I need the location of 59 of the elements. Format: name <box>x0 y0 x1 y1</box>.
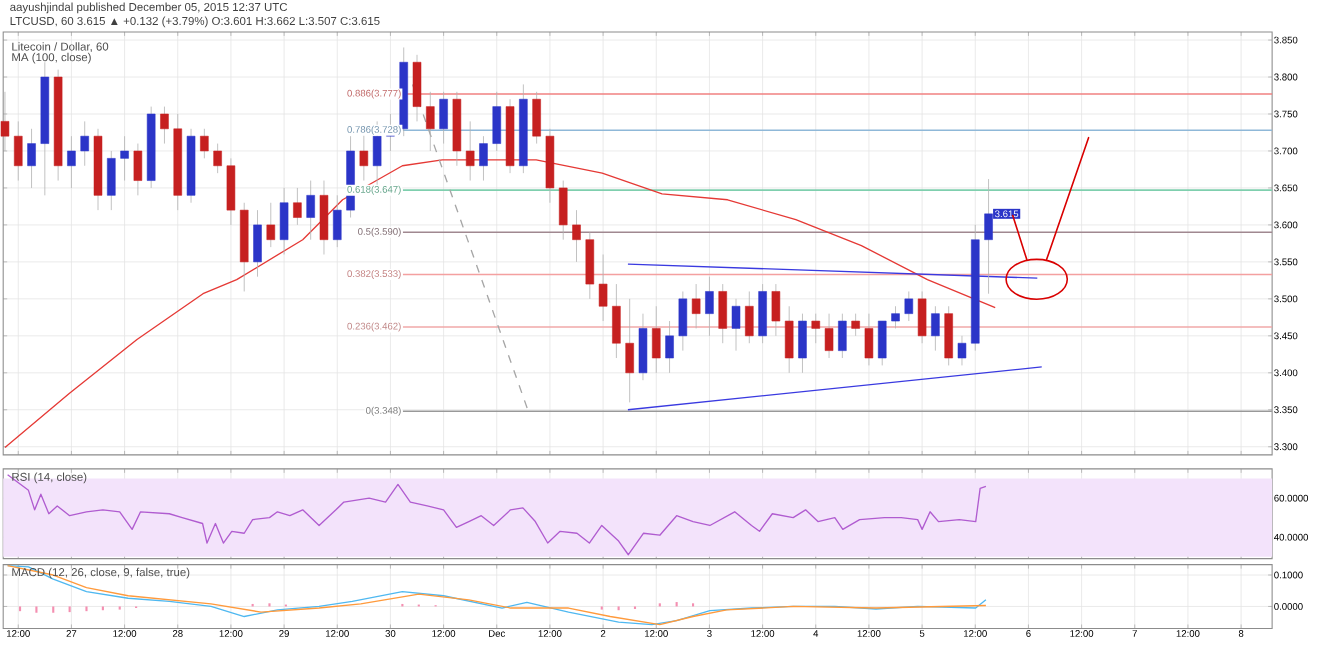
candlestick <box>864 313 874 366</box>
candlestick <box>652 305 661 374</box>
candlestick <box>612 283 621 359</box>
candlestick <box>27 128 36 189</box>
candlestick <box>598 253 608 322</box>
candlestick <box>333 194 342 248</box>
candlestick <box>253 209 262 277</box>
candlestick <box>492 91 502 152</box>
candlestick <box>625 298 634 403</box>
candlestick <box>213 142 222 174</box>
candlestick <box>678 290 688 351</box>
candlestick <box>811 313 821 344</box>
candlestick <box>957 335 967 366</box>
line-series <box>4 158 996 448</box>
candlestick <box>120 135 129 181</box>
candlestick <box>412 54 422 122</box>
candlestick <box>705 276 714 337</box>
candlestick <box>798 313 807 374</box>
candlestick <box>465 120 475 181</box>
candlestick <box>0 91 10 152</box>
candlestick <box>931 305 940 351</box>
candlestick <box>479 135 488 181</box>
candlestick <box>293 187 302 226</box>
candlestick <box>80 120 89 166</box>
candlestick <box>439 91 448 144</box>
candlestick <box>745 290 754 344</box>
candlestick <box>944 305 953 366</box>
candlestick <box>200 128 209 159</box>
candlestick <box>851 313 860 337</box>
candlestick <box>319 179 329 255</box>
candlestick <box>558 179 568 240</box>
candlestick <box>824 313 834 359</box>
candlestick <box>758 283 767 344</box>
candlestick <box>67 135 76 189</box>
candlestick <box>14 120 23 181</box>
line-series <box>6 473 987 556</box>
candlestick <box>160 106 169 144</box>
candlestick <box>771 283 781 337</box>
candlestick <box>107 150 116 211</box>
candlestick <box>838 313 847 359</box>
candlestick <box>279 187 289 255</box>
candlestick <box>904 290 914 322</box>
candlestick <box>691 283 701 329</box>
candlestick <box>585 231 595 300</box>
candlestick <box>665 320 674 374</box>
candlestick <box>133 142 143 196</box>
candlestick <box>718 283 727 344</box>
candlestick <box>917 290 927 344</box>
candlestick <box>306 179 315 240</box>
candlestick <box>532 91 541 144</box>
candlestick <box>784 305 794 374</box>
candlestick <box>426 91 435 152</box>
candlestick <box>877 320 887 366</box>
candlestick <box>266 202 276 248</box>
candlestick <box>572 209 581 263</box>
candlestick <box>638 313 648 381</box>
candlestick <box>891 305 900 329</box>
candlestick <box>731 298 741 351</box>
candlestick <box>226 157 236 226</box>
